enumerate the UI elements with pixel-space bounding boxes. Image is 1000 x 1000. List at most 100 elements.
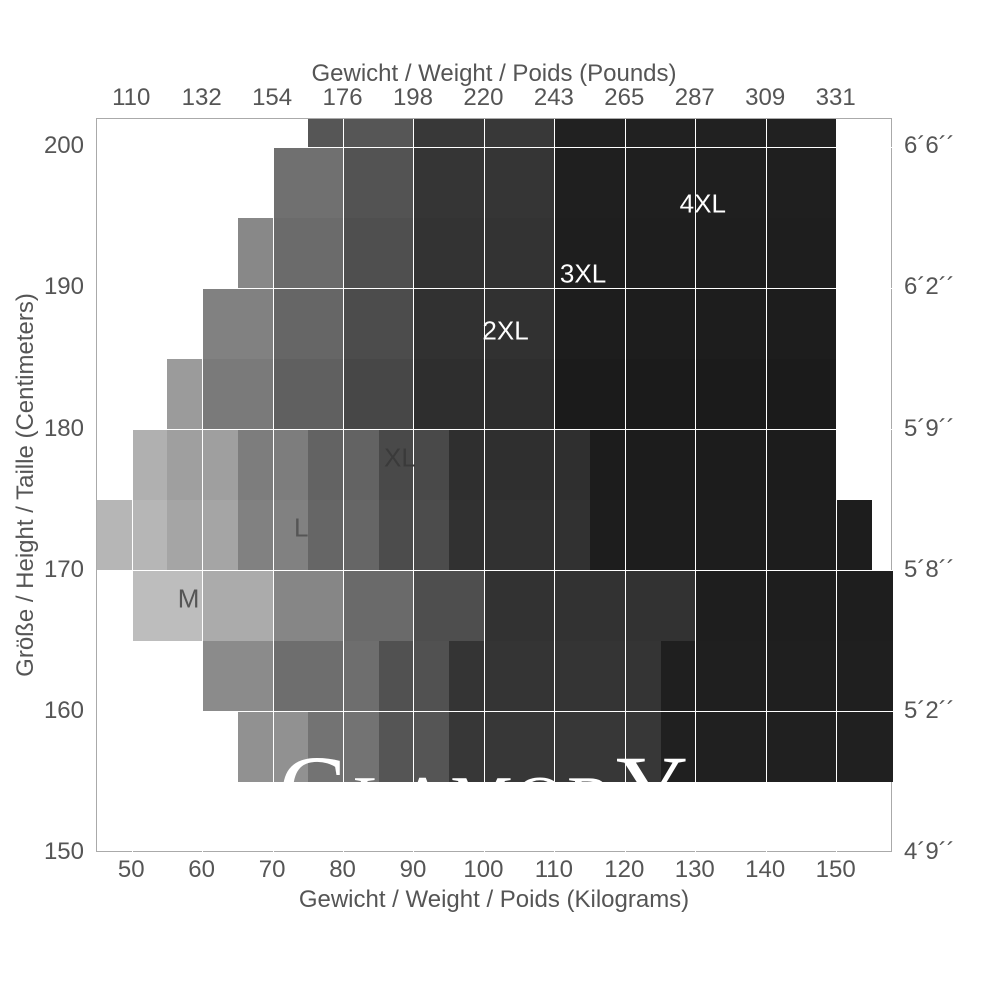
axis-tick: 90: [400, 856, 427, 884]
size-cell: [766, 712, 801, 783]
size-cell: [766, 430, 801, 501]
axis-title-top: Gewicht / Weight / Poids (Pounds): [311, 60, 676, 88]
size-cell: [731, 641, 766, 712]
size-cell: [625, 571, 660, 642]
axis-tick: 287: [675, 84, 715, 112]
size-label: 3XL: [560, 259, 606, 290]
size-cell: [801, 119, 836, 147]
size-cell: [555, 571, 590, 642]
size-cell: [414, 571, 449, 642]
size-cell: [766, 500, 801, 571]
axis-tick: 220: [463, 84, 503, 112]
size-cell: [731, 712, 766, 783]
size-cell: [238, 359, 273, 430]
axis-tick: 50: [118, 856, 145, 884]
axis-tick: 6´2´´: [896, 273, 955, 301]
axis-tick: 170: [44, 556, 92, 584]
size-cell: [766, 571, 801, 642]
size-cell: [696, 571, 731, 642]
size-cell: [414, 359, 449, 430]
size-cell: [238, 500, 273, 571]
size-cell: [449, 500, 484, 571]
size-cell: [167, 500, 202, 571]
size-cell: [837, 641, 872, 712]
gridline-h: [97, 147, 893, 148]
axis-tick: 331: [816, 84, 856, 112]
size-cell: [449, 430, 484, 501]
size-cell: [344, 430, 379, 501]
axis-tick: 6´6´´: [896, 132, 955, 160]
axis-tick: 130: [675, 856, 715, 884]
size-cell: [449, 218, 484, 289]
size-cell: [731, 571, 766, 642]
size-cell: [696, 641, 731, 712]
size-cell: [731, 500, 766, 571]
size-cell: [520, 641, 555, 712]
size-cell: [801, 218, 836, 289]
size-cell: [731, 288, 766, 359]
axis-tick: 5´8´´: [896, 556, 955, 584]
size-cell: [414, 288, 449, 359]
axis-tick: 150: [44, 838, 92, 866]
size-cell: [379, 147, 414, 218]
size-cell: [344, 218, 379, 289]
size-cell: [414, 147, 449, 218]
size-cell: [484, 218, 519, 289]
size-cell: [731, 218, 766, 289]
axis-tick: 5´9´´: [896, 415, 955, 443]
axis-tick: 80: [329, 856, 356, 884]
size-cell: [837, 712, 872, 783]
size-cell: [555, 430, 590, 501]
gridline-h: [97, 429, 893, 430]
size-label: L: [294, 513, 308, 544]
size-cell: [203, 571, 238, 642]
axis-tick: 309: [745, 84, 785, 112]
axis-tick: 4´9´´: [896, 838, 955, 866]
axis-title-left: Größe / Height / Taille (Centimeters): [12, 293, 40, 677]
axis-tick: 110: [535, 856, 573, 884]
size-cell: [308, 288, 343, 359]
size-cell: [696, 218, 731, 289]
size-cell: [590, 119, 625, 147]
size-cell: [308, 119, 343, 147]
size-cell: [555, 641, 590, 712]
axis-title-bottom: Gewicht / Weight / Poids (Kilograms): [299, 886, 689, 914]
size-cell: [696, 430, 731, 501]
size-cell: [484, 571, 519, 642]
size-cell: [520, 147, 555, 218]
axis-tick: 110: [112, 84, 150, 112]
size-cell: [484, 147, 519, 218]
size-cell: [449, 359, 484, 430]
size-cell: [167, 430, 202, 501]
size-cell: [273, 641, 308, 712]
size-cell: [555, 500, 590, 571]
size-cell: [273, 288, 308, 359]
size-cell: [344, 119, 379, 147]
size-cell: [625, 218, 660, 289]
axis-tick: 154: [252, 84, 292, 112]
size-cell: [132, 430, 167, 501]
size-cell: [132, 500, 167, 571]
size-cell: [379, 500, 414, 571]
axis-tick: 150: [816, 856, 856, 884]
size-cell: [625, 500, 660, 571]
size-cell: [872, 571, 893, 642]
size-cell: [661, 500, 696, 571]
size-cell: [167, 359, 202, 430]
size-cell: [484, 500, 519, 571]
axis-tick: 70: [259, 856, 286, 884]
size-cell: [696, 500, 731, 571]
size-cell: [238, 218, 273, 289]
size-cell: [308, 147, 343, 218]
size-cell: [661, 218, 696, 289]
size-cell: [520, 359, 555, 430]
size-cell: [661, 641, 696, 712]
size-cell: [625, 119, 660, 147]
size-cell: [590, 288, 625, 359]
size-cell: [731, 119, 766, 147]
size-cell: [308, 430, 343, 501]
size-cell: [449, 571, 484, 642]
size-cell: [344, 571, 379, 642]
size-cell: [555, 147, 590, 218]
size-cell: [696, 359, 731, 430]
